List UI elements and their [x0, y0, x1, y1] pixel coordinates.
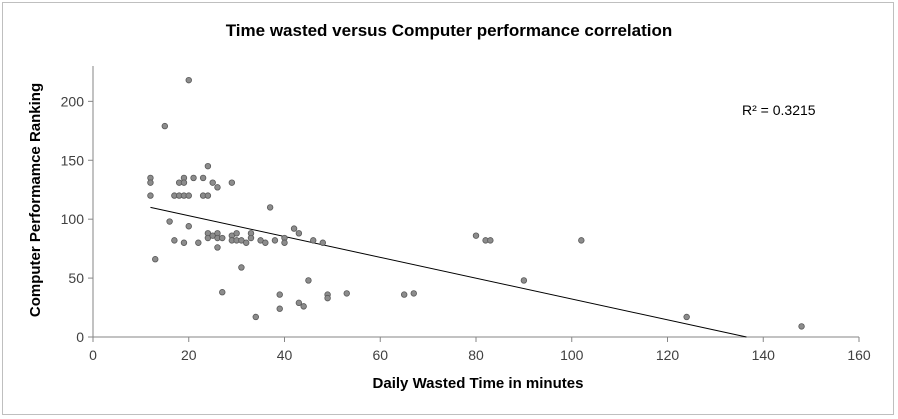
- data-point: [520, 277, 528, 284]
- data-point: [161, 122, 169, 130]
- x-tick-label: 160: [847, 347, 871, 363]
- data-point: [171, 237, 178, 244]
- x-tick-label: 120: [656, 347, 680, 363]
- y-tick-label: 0: [76, 329, 84, 345]
- data-point: [219, 234, 226, 242]
- tick-labels: 0 50 100 150 200 0 20 40 60 80 100 120 140 160: [61, 93, 871, 363]
- data-point: [152, 256, 159, 263]
- data-point: [578, 237, 585, 244]
- data-point: [410, 290, 417, 297]
- chart-title: Time wasted versus Computer performance …: [226, 21, 673, 40]
- x-tick-label: 0: [89, 347, 97, 363]
- y-axis-title: Computer Performamce Ranking: [27, 83, 44, 317]
- data-point: [190, 174, 197, 182]
- y-tick-label: 200: [61, 93, 85, 109]
- data-point: [295, 230, 303, 237]
- data-point: [305, 277, 312, 284]
- data-point: [290, 225, 298, 232]
- data-point: [300, 303, 307, 310]
- x-tick-label: 100: [560, 347, 584, 363]
- data-point: [204, 192, 212, 199]
- data-point: [683, 313, 690, 321]
- data-points: [147, 76, 805, 330]
- data-point: [228, 179, 236, 186]
- data-point: [276, 291, 283, 298]
- data-point: [324, 294, 331, 302]
- data-point: [252, 313, 259, 321]
- x-tick-label: 140: [752, 347, 776, 363]
- data-point: [271, 237, 279, 244]
- data-point: [319, 239, 326, 246]
- data-point: [147, 192, 154, 199]
- data-point: [185, 192, 192, 199]
- data-point: [262, 239, 269, 246]
- x-tick-label: 60: [372, 347, 388, 363]
- data-point: [204, 162, 212, 170]
- data-point: [281, 239, 288, 246]
- data-point: [219, 289, 226, 296]
- data-point: [247, 234, 255, 242]
- trendline: [150, 206, 747, 338]
- y-tick-label: 50: [68, 270, 84, 286]
- y-tick-label: 150: [61, 152, 85, 168]
- data-point: [233, 230, 240, 237]
- data-point: [798, 323, 805, 330]
- data-point: [185, 76, 192, 84]
- y-tick-label: 100: [61, 211, 85, 227]
- x-tick-label: 80: [468, 347, 484, 363]
- data-point: [214, 184, 221, 191]
- data-point: [400, 291, 408, 298]
- data-point: [472, 232, 480, 239]
- data-point: [185, 223, 192, 230]
- data-point: [310, 237, 317, 244]
- x-tick-label: 20: [181, 347, 197, 363]
- data-point: [242, 239, 250, 246]
- data-point: [195, 239, 202, 246]
- x-tick-label: 40: [277, 347, 293, 363]
- data-point: [266, 204, 274, 211]
- data-point: [209, 179, 216, 186]
- data-point: [180, 239, 188, 246]
- data-point: [199, 174, 207, 182]
- data-point: [147, 179, 154, 186]
- data-point: [238, 264, 245, 271]
- data-point: [343, 290, 350, 297]
- r-squared-annotation: R² = 0.3215: [742, 102, 816, 118]
- data-point: [295, 299, 303, 307]
- axes: [88, 66, 860, 342]
- data-point: [276, 305, 283, 312]
- chart-frame: [2, 2, 894, 415]
- data-point: [487, 237, 494, 244]
- data-point: [180, 179, 188, 186]
- x-axis-title: Daily Wasted Time in minutes: [373, 375, 584, 392]
- data-point: [214, 244, 221, 251]
- data-point: [166, 218, 173, 225]
